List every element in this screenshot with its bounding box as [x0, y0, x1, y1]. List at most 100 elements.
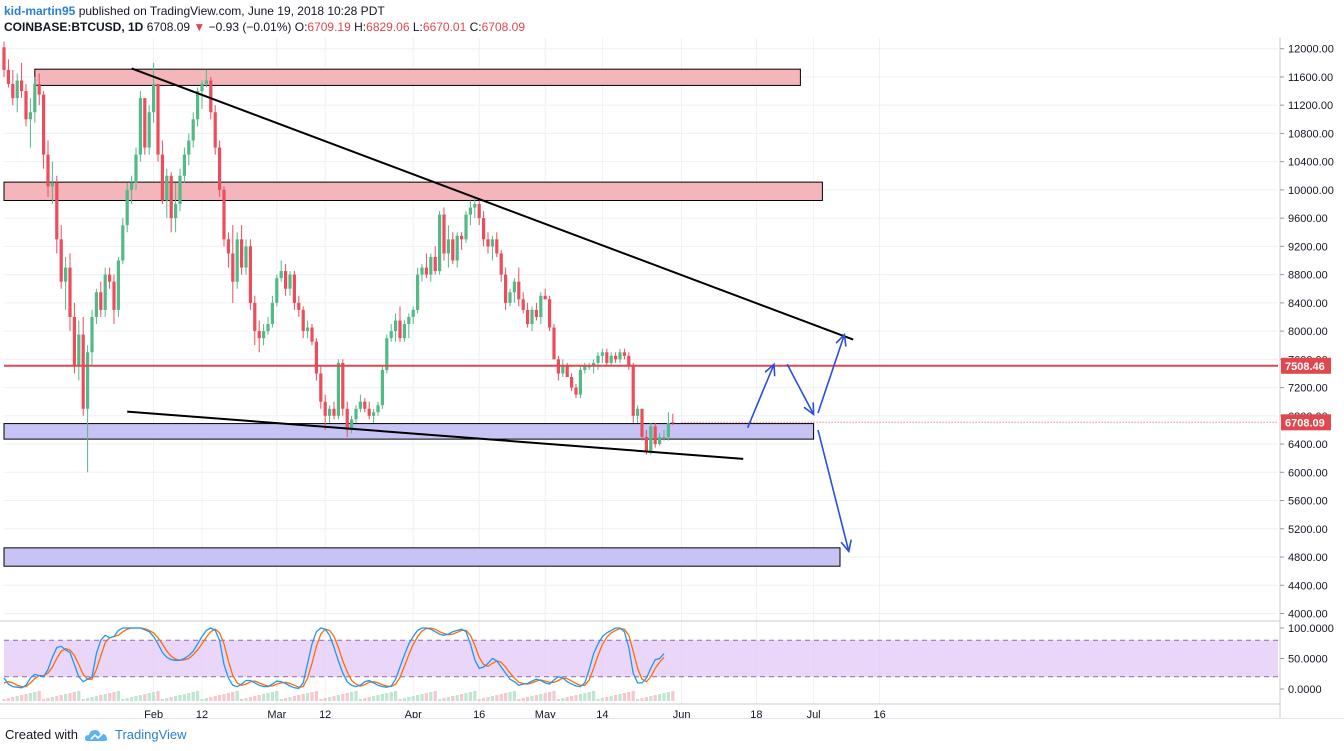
volume-bar [108, 693, 112, 701]
volume-bar [2, 699, 6, 701]
volume-bar [622, 693, 626, 701]
volume-bar [169, 697, 173, 701]
resistance-zone [34, 68, 801, 86]
candle-body [11, 84, 15, 99]
candle-body [631, 366, 635, 416]
volume-bar [266, 693, 270, 701]
volume-bar [482, 698, 486, 701]
candle-body [640, 408, 644, 437]
volume-bar [411, 696, 415, 701]
volume-bar [46, 698, 50, 701]
forecast-arrow-head [835, 332, 847, 347]
volume-bar [28, 693, 32, 701]
open-value: 6709.19 [307, 20, 351, 34]
volume-bar [275, 691, 279, 701]
price-chart[interactable]: 12000.00 11600.00 11200.00 10800.00 10400.00… [0, 38, 1344, 718]
candle-body [636, 408, 640, 416]
volume-bar [68, 693, 72, 701]
price-level-label: 7508.46 [1285, 361, 1325, 373]
candle-body [323, 401, 327, 416]
volume-bar [231, 692, 235, 701]
candle-body [94, 292, 98, 317]
price-tick-label: 8400.00 [1288, 298, 1328, 310]
volume-bar [442, 698, 446, 701]
volume-bar [424, 693, 428, 701]
candle-body [266, 324, 270, 332]
volume-bar [402, 698, 406, 701]
candle-body [301, 309, 305, 332]
author-link[interactable]: kid-martin95 [4, 4, 76, 18]
candle-body [64, 267, 68, 282]
volume-bar [222, 694, 226, 701]
candle-body [512, 281, 516, 293]
volume-bar [614, 695, 618, 701]
high-label: H: [354, 20, 367, 34]
volume-bar [279, 699, 283, 701]
candle-body [609, 355, 613, 363]
candle-body [310, 327, 314, 342]
volume-bar [358, 699, 362, 701]
candle-body [222, 189, 226, 240]
chart-header: kid-martin95 published on TradingView.co… [0, 0, 1344, 38]
candle-body [622, 352, 626, 356]
candle-body [191, 119, 195, 141]
candle-body [662, 437, 666, 438]
tradingview-cloud-icon [85, 730, 108, 741]
volume-bar [574, 695, 578, 701]
volume-bar [204, 698, 208, 701]
price-axis: 12000.00 11600.00 11200.00 10800.00 10400.00… [1279, 38, 1344, 718]
candle-body [473, 204, 477, 208]
price-tick-label: 6400.00 [1288, 439, 1328, 451]
time-tick-label: 16 [473, 709, 485, 718]
candle-body [605, 352, 609, 363]
support-zone [3, 547, 841, 567]
volume-bar [534, 695, 538, 701]
candle-body [156, 84, 160, 155]
candle-body [257, 331, 261, 339]
candle-body [627, 355, 631, 367]
volume-bar [257, 695, 261, 701]
volume-bar [380, 694, 384, 701]
volume-bar [11, 697, 15, 701]
volume-bar [658, 694, 662, 701]
candle-body [407, 316, 411, 325]
candle-body [411, 309, 415, 317]
price-tick-label: 8000.00 [1288, 326, 1328, 338]
candle-body [99, 292, 103, 310]
volume-bar [552, 691, 556, 701]
candle-body [548, 299, 552, 328]
candle-body [574, 387, 578, 395]
volume-bar [226, 693, 230, 701]
candle-body [200, 84, 204, 92]
candle-body [345, 408, 349, 430]
candle-body [292, 274, 296, 303]
time-tick-label: 12 [319, 709, 331, 718]
candle-body [134, 154, 138, 183]
volume-bar [99, 695, 103, 701]
symbol-name[interactable]: COINBASE:BTCUSD, 1D [4, 20, 144, 34]
volume-bar [152, 692, 156, 701]
candle-body [55, 182, 59, 240]
candle-body [28, 112, 32, 120]
volume-bar [332, 696, 336, 701]
candle-body [358, 401, 362, 409]
candle-body [253, 302, 257, 332]
candle-body [363, 401, 367, 409]
volume-bar [517, 699, 521, 701]
candle-body [319, 373, 323, 402]
candle-body [42, 94, 46, 155]
tradingview-link[interactable]: TradingView [115, 727, 187, 742]
volume-bar [477, 699, 481, 701]
candle-body [350, 419, 354, 430]
volume-bar [666, 692, 670, 701]
candle-body [460, 235, 464, 240]
volume-bar [200, 699, 204, 701]
volume-bar [363, 698, 367, 701]
volume-bar [504, 693, 508, 701]
candle-body [2, 47, 6, 70]
candle-body [204, 80, 208, 84]
time-tick-label: Jun [673, 709, 691, 718]
volume-bar [196, 691, 200, 701]
candle-body [482, 218, 486, 240]
forecast-arrow [817, 334, 846, 414]
